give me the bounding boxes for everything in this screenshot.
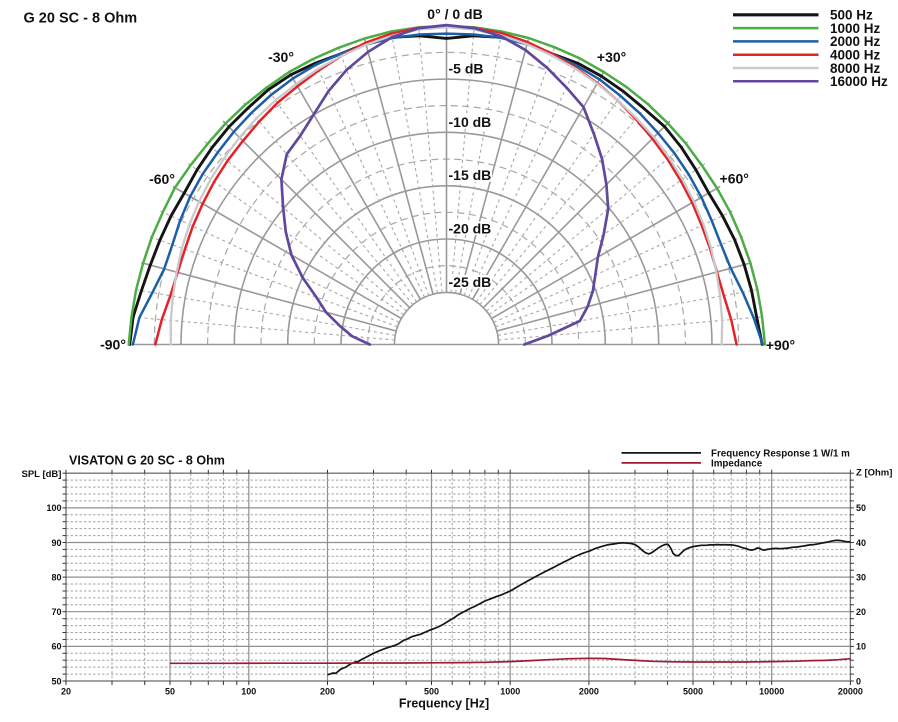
svg-text:Z [Ohm]: Z [Ohm] [856,467,892,478]
svg-text:0° / 0 dB: 0° / 0 dB [427,6,482,22]
svg-text:-90°: -90° [100,337,126,353]
svg-text:10000: 10000 [759,687,784,697]
svg-text:50: 50 [51,676,61,686]
svg-text:G 20 SC - 8 Ohm: G 20 SC - 8 Ohm [24,11,138,27]
svg-text:100: 100 [241,687,256,697]
svg-text:2000 Hz: 2000 Hz [830,34,881,49]
svg-text:+30°: +30° [597,49,626,65]
svg-text:200: 200 [320,687,335,697]
svg-text:20000: 20000 [838,687,863,697]
svg-text:100: 100 [46,503,61,513]
svg-text:500 Hz: 500 Hz [830,8,873,23]
svg-text:1000 Hz: 1000 Hz [830,21,881,36]
svg-text:0: 0 [856,676,861,686]
svg-text:20: 20 [856,607,866,617]
svg-text:+60°: +60° [720,171,749,187]
svg-text:VISATON G 20 SC - 8 Ohm: VISATON G 20 SC - 8 Ohm [69,453,225,467]
svg-text:-15 dB: -15 dB [449,167,492,183]
svg-text:70: 70 [51,607,61,617]
svg-text:-20 dB: -20 dB [449,221,492,237]
svg-text:-10 dB: -10 dB [449,114,492,130]
svg-text:1000: 1000 [500,687,520,697]
svg-text:Impedance: Impedance [711,458,763,469]
svg-text:-60°: -60° [149,171,175,187]
svg-text:20: 20 [61,687,71,697]
svg-text:2000: 2000 [579,687,599,697]
svg-text:500: 500 [424,687,439,697]
svg-text:-5 dB: -5 dB [449,60,484,76]
svg-text:40: 40 [856,538,866,548]
svg-text:Frequency [Hz]: Frequency [Hz] [399,696,489,710]
svg-text:50: 50 [856,503,866,513]
svg-text:8000 Hz: 8000 Hz [830,61,881,76]
svg-text:60: 60 [51,642,61,652]
svg-text:30: 30 [856,572,866,582]
svg-text:+90°: +90° [766,337,795,353]
svg-text:-30°: -30° [268,49,294,65]
svg-text:-25 dB: -25 dB [449,274,492,290]
svg-text:16000 Hz: 16000 Hz [830,74,888,89]
svg-text:10: 10 [856,642,866,652]
svg-text:50: 50 [165,687,175,697]
svg-text:Frequency Response 1 W/1 m: Frequency Response 1 W/1 m [711,448,850,459]
svg-text:80: 80 [51,572,61,582]
svg-text:90: 90 [51,538,61,548]
svg-text:5000: 5000 [683,687,703,697]
svg-text:SPL [dB]: SPL [dB] [22,469,62,480]
svg-text:4000 Hz: 4000 Hz [830,48,881,63]
